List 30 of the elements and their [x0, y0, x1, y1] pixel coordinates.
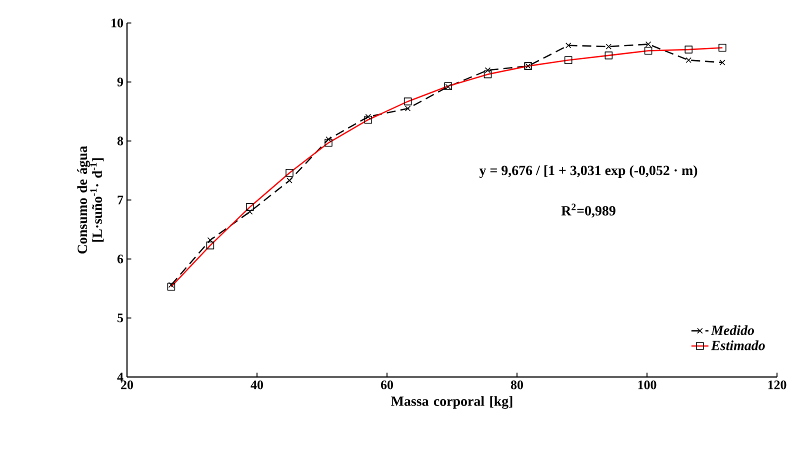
annotation: y = 9,676 / [1 + 3,031 exp (-0,052 · m) — [479, 165, 698, 178]
x-tick-label: 120 — [768, 380, 786, 390]
point — [207, 237, 214, 243]
point — [645, 41, 652, 48]
y-tick-label: 9 — [117, 78, 124, 86]
legend-label: Estimado — [710, 340, 765, 350]
point — [326, 136, 332, 142]
x-tick-label: 20 — [121, 380, 133, 390]
point — [720, 60, 726, 66]
x-tick-label: 80 — [510, 380, 523, 390]
point — [686, 57, 692, 64]
point — [484, 67, 491, 74]
point — [565, 42, 572, 48]
point — [246, 208, 253, 215]
y-tick-label: 6 — [117, 254, 124, 264]
x-tick-label: 100 — [638, 380, 656, 390]
x-tick-label: 40 — [250, 380, 263, 390]
y-tick-label: 4 — [117, 372, 124, 382]
point — [168, 282, 174, 288]
y-tick-label: 5 — [118, 314, 124, 322]
annotation: R$^{2}$=0,989 — [561, 204, 616, 218]
y-tick-label: 7 — [118, 196, 124, 204]
x-axis-title: Massa corporal [kg] — [391, 396, 512, 409]
y-tick-label: 10 — [112, 18, 123, 28]
x-tick-label: 60 — [380, 380, 393, 390]
legend-label: Medido — [710, 325, 754, 336]
point — [404, 106, 411, 112]
point — [606, 44, 612, 50]
point — [365, 114, 372, 120]
y-tick-label: 8 — [117, 136, 124, 146]
